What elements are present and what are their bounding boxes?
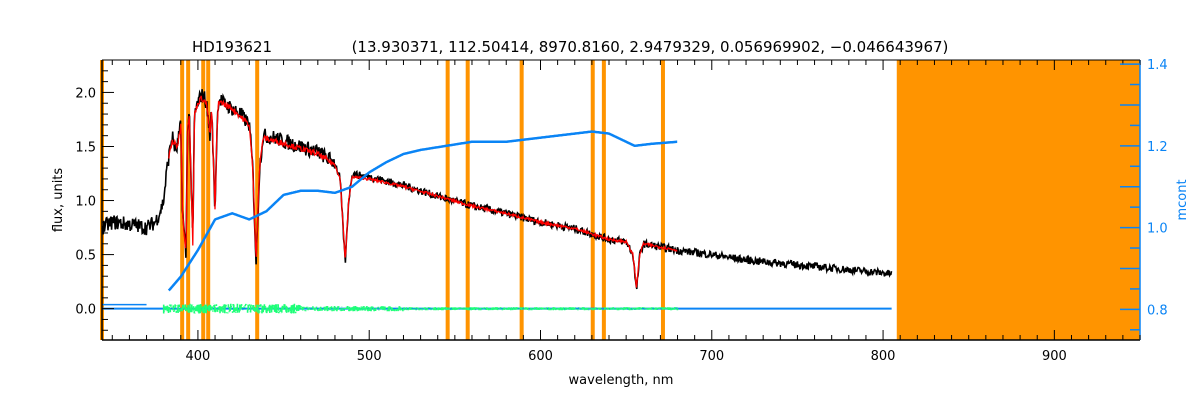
masked-line	[660, 60, 665, 340]
masked-line	[206, 60, 211, 340]
y2-tick-label: 1.0	[1147, 222, 1168, 237]
x-tick-label: 900	[1042, 349, 1067, 364]
x-tick-label: 800	[871, 349, 896, 364]
y-tick-label: 1.5	[75, 140, 96, 155]
y-tick-label: 1.0	[75, 195, 96, 210]
chart-title-params: (13.930371, 112.50414, 8970.8160, 2.9479…	[352, 38, 949, 56]
y2-axis-label: mcont	[1175, 179, 1190, 220]
y2-tick-label: 0.8	[1147, 303, 1168, 318]
y-tick-label: 0.0	[75, 303, 96, 318]
masked-line	[465, 60, 470, 340]
masked-band	[896, 60, 1140, 340]
y-tick-label: 2.0	[75, 86, 96, 101]
masked-line	[601, 60, 606, 340]
y2-tick-label: 1.2	[1147, 140, 1168, 155]
model-fit-series	[168, 95, 678, 288]
masked-line	[519, 60, 524, 340]
x-tick-label: 700	[699, 349, 724, 364]
x-tick-label: 500	[357, 349, 382, 364]
x-tick-label: 600	[528, 349, 553, 364]
mcont-series	[167, 130, 678, 292]
observed-flux-series	[101, 89, 893, 290]
residual-series	[162, 303, 679, 314]
x-tick-label: 400	[186, 349, 211, 364]
x-axis-label: wavelength, nm	[569, 373, 674, 388]
masked-line	[590, 60, 595, 340]
y-tick-label: 0.5	[75, 249, 96, 264]
masked-line	[201, 60, 206, 340]
y2-tick-label: 1.4	[1147, 58, 1168, 73]
masked-line	[255, 60, 260, 340]
chart-title-object: HD193621	[192, 38, 272, 56]
masked-line	[186, 60, 191, 340]
y-axis-label: flux, units	[51, 168, 66, 233]
